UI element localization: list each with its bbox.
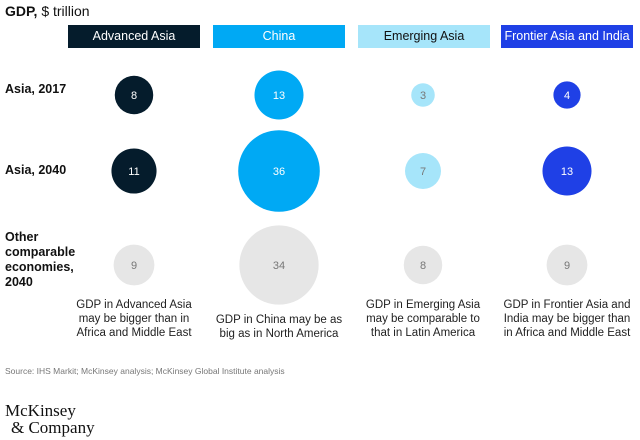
- bubble-value-label: 9: [131, 260, 137, 272]
- bubble-value-label: 34: [273, 260, 285, 272]
- bubble: [238, 130, 320, 212]
- mckinsey-logo: McKinsey & Company: [5, 401, 95, 437]
- bubble-value-label: 8: [420, 260, 426, 272]
- bubble-value-label: 8: [131, 90, 137, 102]
- bubble: [403, 245, 443, 285]
- bubble-value-label: 3: [420, 90, 426, 102]
- bubble: [553, 81, 581, 109]
- column-description: GDP in Advanced Asia may be bigger than i…: [76, 299, 192, 339]
- header-emerging-asia: Emerging Asia: [358, 25, 490, 48]
- bubble: [405, 153, 441, 189]
- bubble: [542, 146, 592, 196]
- column-description: GDP in Frontier Asia and India may be big…: [503, 299, 631, 339]
- column-description: GDP in Emerging Asia may be comparable to…: [365, 299, 481, 339]
- header-frontier-asia-india: Frontier Asia and India: [501, 25, 633, 48]
- chart-title: GDP, $ trillion: [5, 3, 90, 19]
- bubble-value-label: 13: [273, 90, 285, 102]
- row-label-2040: Asia, 2040: [5, 163, 67, 177]
- bubble: [546, 244, 588, 286]
- bubble-value-label: 13: [561, 166, 573, 178]
- header-china: China: [213, 25, 345, 48]
- bubble: [111, 148, 157, 194]
- bubble-value-label: 7: [420, 166, 426, 178]
- column-description: GDP in China may be as big as in North Am…: [215, 314, 343, 340]
- bubble-value-label: 36: [273, 166, 285, 178]
- bubble: [113, 244, 155, 286]
- bubble: [411, 83, 435, 107]
- row-label-other: Other comparable economies, 2040: [5, 230, 76, 289]
- header-advanced-asia: Advanced Asia: [68, 25, 200, 48]
- bubble-value-label: 9: [564, 260, 570, 272]
- bubble: [239, 225, 319, 305]
- bubble: [254, 70, 304, 120]
- bubble: [114, 75, 154, 115]
- source-note: Source: IHS Markit; McKinsey analysis; M…: [5, 366, 285, 376]
- row-label-2017: Asia, 2017: [5, 82, 67, 96]
- bubble-value-label: 11: [128, 166, 139, 178]
- bubble-value-label: 4: [564, 90, 570, 102]
